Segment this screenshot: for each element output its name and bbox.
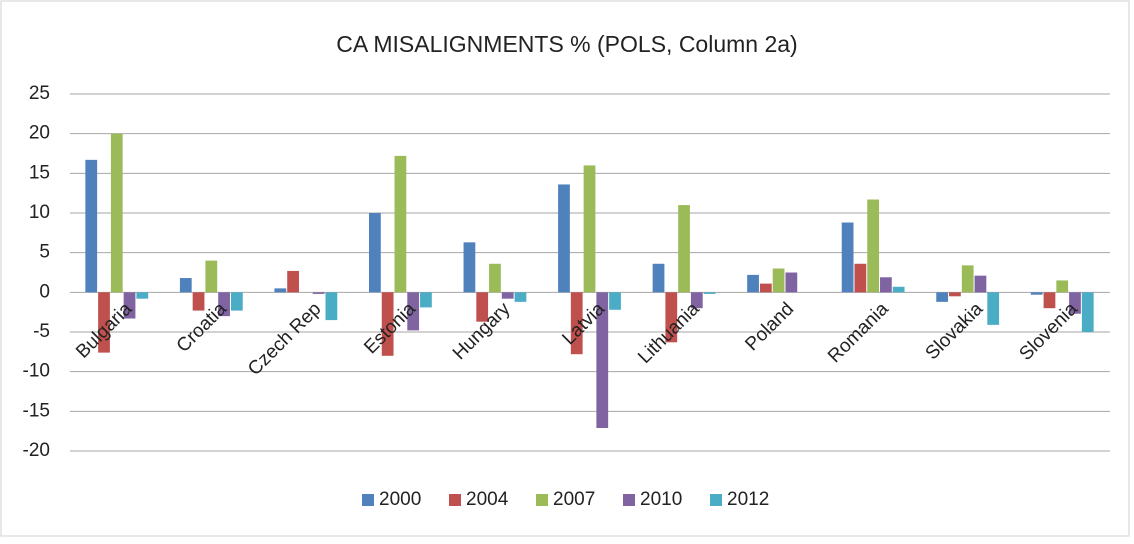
bar — [892, 286, 905, 293]
bar — [476, 292, 489, 322]
y-tick-label: 20 — [29, 123, 50, 144]
bar — [609, 292, 621, 310]
bar — [747, 274, 759, 293]
y-tick-label: -15 — [23, 400, 50, 421]
bar — [867, 199, 880, 293]
bar — [325, 292, 338, 321]
bar — [949, 292, 961, 297]
bar — [785, 272, 798, 293]
legend-swatch — [536, 494, 548, 506]
bar — [123, 292, 136, 319]
bar — [583, 165, 596, 293]
bar — [759, 283, 772, 293]
bar — [558, 184, 570, 293]
legend-label: 2012 — [727, 489, 769, 510]
y-tick-label: 15 — [29, 162, 50, 183]
y-tick-label: -10 — [23, 361, 50, 382]
bar — [1056, 280, 1069, 293]
y-tick-label: 0 — [39, 281, 50, 302]
y-tick-label: 5 — [39, 242, 50, 263]
bar — [678, 205, 690, 293]
bar — [179, 278, 192, 293]
bar — [1030, 292, 1043, 295]
bar — [665, 292, 678, 343]
bar — [987, 292, 1000, 325]
bar — [1069, 292, 1081, 314]
legend-swatch — [623, 494, 635, 506]
y-tick-label: 25 — [29, 83, 50, 104]
bar — [772, 268, 785, 293]
bar — [420, 292, 432, 308]
bar — [1081, 292, 1094, 332]
bar — [312, 292, 325, 294]
bar — [514, 292, 527, 302]
legend-swatch — [710, 494, 722, 506]
y-tick-label: 10 — [29, 202, 50, 223]
bar — [489, 263, 501, 293]
bar — [407, 292, 420, 331]
legend-label: 2004 — [466, 489, 509, 510]
bar — [936, 292, 949, 302]
legend-swatch — [362, 494, 374, 506]
bar — [652, 263, 665, 293]
bar — [85, 159, 98, 293]
legend-swatch — [449, 494, 461, 506]
bar — [570, 292, 583, 355]
y-tick-label: -20 — [23, 440, 50, 461]
bar — [974, 275, 987, 293]
bar — [381, 292, 394, 356]
bar — [98, 292, 110, 353]
bar — [596, 292, 609, 428]
bar — [961, 265, 974, 293]
bar — [854, 263, 867, 293]
bar — [192, 292, 205, 311]
bar — [110, 133, 123, 293]
bar — [218, 292, 230, 317]
bar — [230, 292, 243, 311]
legend-label: 2000 — [379, 489, 421, 510]
bar — [463, 242, 476, 293]
bar — [287, 270, 299, 293]
bar — [880, 277, 892, 293]
bar — [369, 213, 381, 293]
bar — [274, 288, 287, 293]
bar — [841, 222, 854, 293]
bar — [703, 292, 716, 294]
legend-label: 2007 — [553, 489, 595, 510]
bar — [690, 292, 703, 309]
bar — [501, 292, 514, 299]
bar — [1043, 292, 1056, 309]
bar — [205, 260, 218, 293]
bar — [136, 292, 149, 299]
y-tick-label: -5 — [33, 321, 50, 342]
bar — [394, 155, 407, 293]
legend-label: 2010 — [640, 489, 682, 510]
chart-title: CA MISALIGNMENTS % (POLS, Column 2a) — [336, 31, 797, 57]
